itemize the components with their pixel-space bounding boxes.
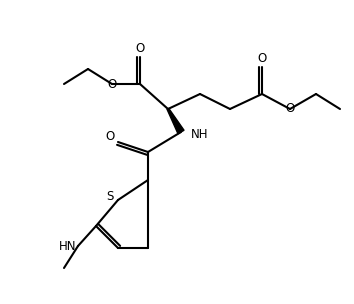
Text: NH: NH bbox=[191, 127, 209, 140]
Text: S: S bbox=[106, 191, 114, 203]
Text: O: O bbox=[285, 102, 295, 116]
Text: O: O bbox=[135, 43, 145, 56]
Text: O: O bbox=[107, 78, 116, 91]
Text: HN: HN bbox=[58, 240, 76, 254]
Text: O: O bbox=[105, 130, 115, 143]
Polygon shape bbox=[167, 109, 184, 134]
Text: O: O bbox=[257, 53, 267, 65]
